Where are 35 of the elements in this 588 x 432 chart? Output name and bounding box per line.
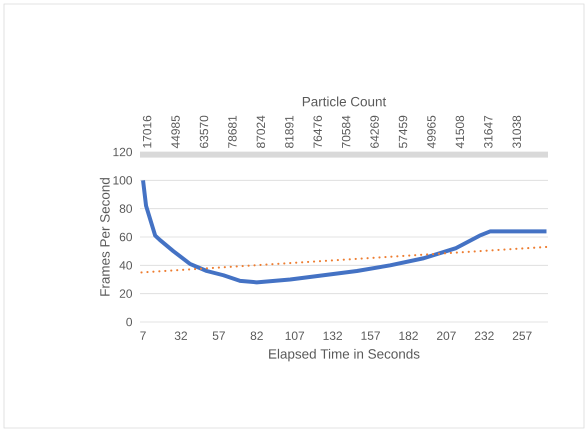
x-tick-label: 57	[212, 332, 225, 340]
text: 17016	[142, 116, 152, 148]
text: 63570	[200, 116, 208, 148]
x-tick-label: 182	[399, 332, 418, 340]
text: 81891	[285, 116, 294, 148]
text: 44985	[171, 116, 180, 148]
x-tick-label: 157	[361, 332, 380, 340]
text: 41508	[456, 116, 464, 148]
y-tick-label: 40	[119, 261, 132, 270]
x-tick-label: 257	[512, 332, 532, 340]
text: 87024	[256, 116, 266, 148]
y-tick-label: 60	[120, 232, 132, 242]
y-tick-label: 20	[120, 289, 132, 298]
x-tick-label: 207	[437, 332, 456, 340]
y-tick-label: 0	[126, 318, 132, 326]
text: 57459	[398, 116, 408, 148]
text: 31038	[512, 116, 521, 148]
text: 70584	[342, 116, 350, 148]
text: 76476	[313, 116, 322, 148]
x-axis-title: Elapsed Time in Seconds	[269, 348, 420, 362]
x-tick-label: 82	[250, 332, 263, 340]
y-tick-label: 100	[113, 176, 132, 185]
y-axis-title: Frames Per Second	[100, 178, 110, 296]
text: 49965	[427, 116, 436, 148]
x-tick-label: 107	[286, 332, 304, 340]
x-tick-label: 32	[174, 332, 187, 340]
y-tick-label: 120	[113, 148, 132, 156]
text: 64269	[370, 116, 379, 148]
x-tick-label: 232	[474, 332, 494, 340]
text: 78681	[228, 116, 237, 148]
text: 31647	[484, 116, 493, 148]
x2-axis-title: Particle Count	[302, 96, 386, 106]
x-tick-label: 7	[140, 332, 146, 340]
x-tick-label: 132	[324, 332, 342, 340]
y-tick-label: 80	[120, 204, 132, 213]
